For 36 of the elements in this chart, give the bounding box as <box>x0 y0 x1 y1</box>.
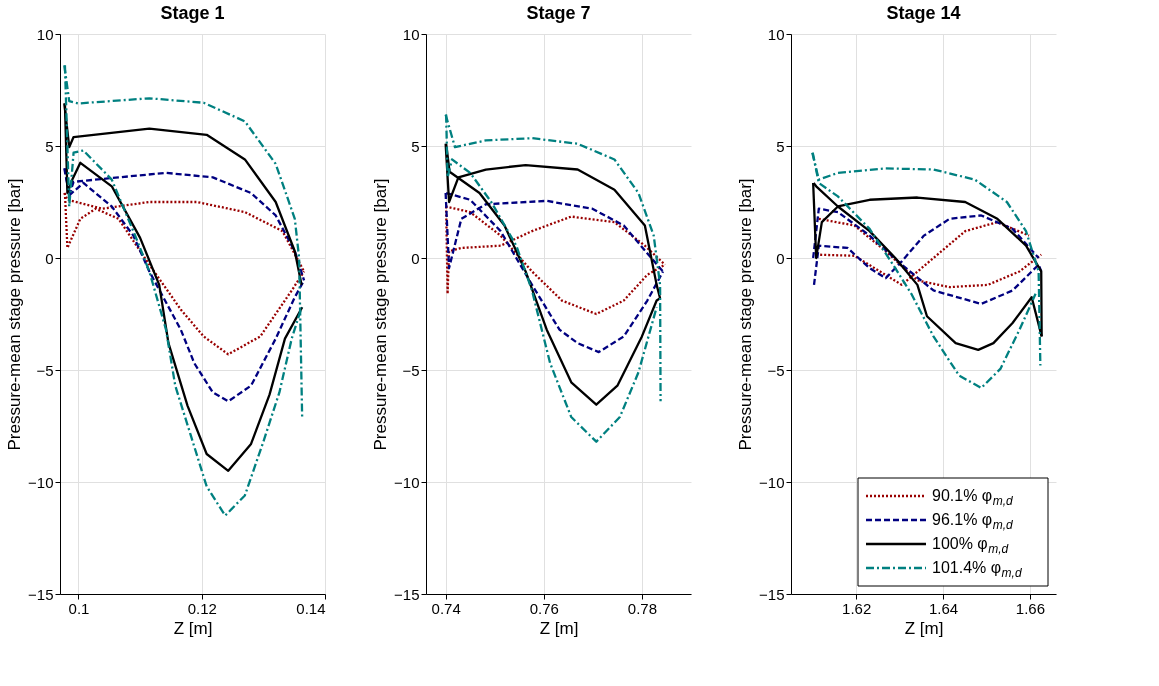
y-axis-title: Pressure-mean stage pressure [bar] <box>736 178 756 451</box>
y-tick-label: 0 <box>45 249 54 267</box>
chart-title: Stage 14 <box>886 3 961 23</box>
y-tick-label: 0 <box>776 249 785 267</box>
y-tick-label: −15 <box>394 585 420 603</box>
y-tick-label: −10 <box>394 473 420 491</box>
y-tick-label: 0 <box>411 249 420 267</box>
y-tick-label: 10 <box>402 25 420 43</box>
y-tick-label: 5 <box>411 137 420 155</box>
y-tick-label: −5 <box>402 361 420 379</box>
y-tick-label: −15 <box>759 585 785 603</box>
x-tick-label: 0.76 <box>529 599 559 617</box>
chart-title: Stage 1 <box>160 3 225 23</box>
y-axis-title: Pressure-mean stage pressure [bar] <box>371 178 391 451</box>
y-tick-label: −10 <box>28 473 54 491</box>
x-axis-title: Z [m] <box>173 618 213 638</box>
x-tick-label: 0.12 <box>187 599 217 617</box>
x-tick-label: 0.14 <box>296 599 326 617</box>
y-tick-label: −15 <box>28 585 54 603</box>
y-tick-label: −5 <box>36 361 54 379</box>
y-tick-label: 5 <box>776 137 785 155</box>
x-tick-label: 1.64 <box>928 599 959 617</box>
y-tick-label: −10 <box>759 473 785 491</box>
x-tick-label: 1.62 <box>842 599 872 617</box>
y-tick-label: 5 <box>45 137 54 155</box>
x-tick-label: 1.66 <box>1015 599 1046 617</box>
y-tick-label: 10 <box>36 25 54 43</box>
chart-title: Stage 7 <box>526 3 591 23</box>
x-axis-title: Z [m] <box>539 618 579 638</box>
x-axis-title: Z [m] <box>904 618 944 638</box>
y-tick-label: 10 <box>767 25 785 43</box>
x-tick-label: 0.78 <box>627 599 658 617</box>
x-tick-label: 0.1 <box>68 599 90 617</box>
y-axis-title: Pressure-mean stage pressure [bar] <box>5 178 25 451</box>
x-tick-label: 0.74 <box>431 599 461 617</box>
y-tick-label: −5 <box>767 361 785 379</box>
